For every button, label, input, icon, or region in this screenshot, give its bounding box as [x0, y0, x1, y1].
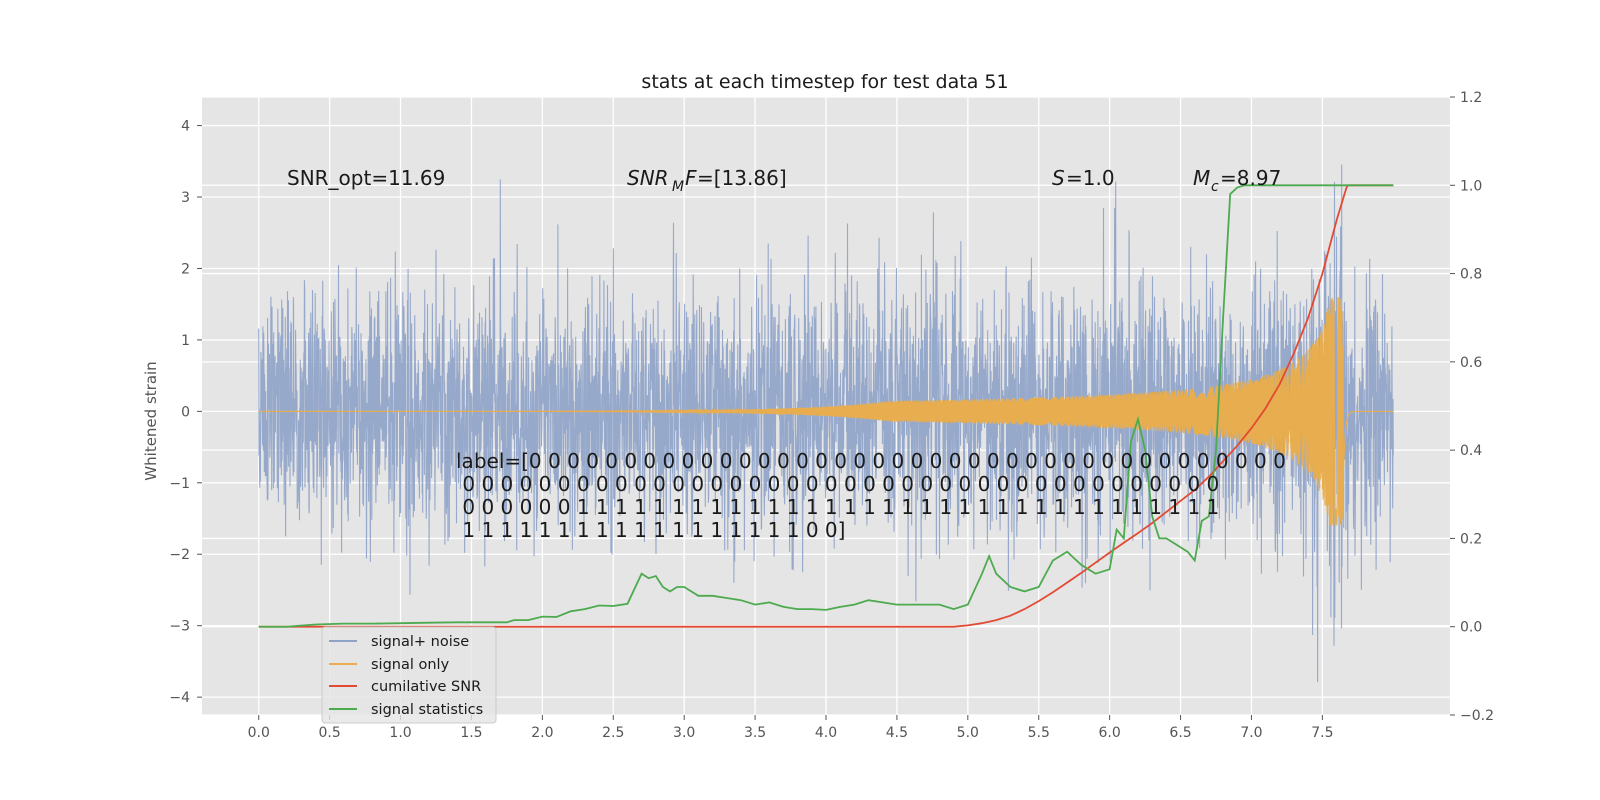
legend-entry-statistics: signal statistics — [371, 702, 483, 718]
y-tick-label-5: −1 — [169, 476, 190, 492]
x-tick-label-2: 1.0 — [389, 725, 411, 741]
annotation-label: label=[0 0 0 0 0 0 0 0 0 0 0 0 0 0 0 0 0… — [456, 449, 1286, 542]
y2-tick-label-3: 0.6 — [1460, 355, 1482, 371]
label-line-1: label=[0 0 0 0 0 0 0 0 0 0 0 0 0 0 0 0 0… — [456, 449, 1286, 473]
x-tick-label-7: 3.5 — [744, 725, 766, 741]
x-tick-label-3: 1.5 — [460, 725, 482, 741]
svg-text:S: S — [1052, 166, 1065, 190]
y2-tick-label-1: 1.0 — [1460, 178, 1482, 194]
series-line-signal-statistics — [258, 184, 1394, 628]
y2-tick-label-0: 1.2 — [1460, 90, 1482, 106]
y2-tick-label-4: 0.4 — [1460, 443, 1482, 459]
y-tick-label-1: 3 — [181, 190, 190, 206]
label-line-4: 1 1 1 1 1 1 1 1 1 1 1 1 1 1 1 1 1 1 0 0] — [456, 518, 845, 542]
x-tick-label-14: 7.0 — [1240, 725, 1262, 741]
annotation-snr-mf: SNR M F =[13.86] — [627, 166, 787, 195]
legend-entry-noise: signal+ noise — [371, 634, 469, 650]
label-line-3: 0 0 0 0 0 0 1 1 1 1 1 1 1 1 1 1 1 1 1 1 … — [456, 495, 1219, 519]
series-line-cumulative-snr — [258, 184, 1394, 628]
x-tick-label-8: 4.0 — [815, 725, 837, 741]
y2-tick-label-5: 0.2 — [1460, 531, 1482, 547]
x-tick-label-9: 4.5 — [886, 725, 908, 741]
x-tick-label-10: 5.0 — [957, 725, 979, 741]
x-tick-label-6: 3.0 — [673, 725, 695, 741]
legend: signal+ noise signal only cumilative SNR… — [321, 626, 497, 724]
annotation-snr-mf-value: =[13.86] — [697, 166, 787, 190]
annotation-mc: M c =8.97 — [1193, 166, 1281, 195]
x-tick-label-13: 6.5 — [1169, 725, 1191, 741]
svg-text:SNR: SNR — [627, 166, 669, 190]
series-signal-statistics — [258, 184, 1394, 628]
y2-tick-label-6: 0.0 — [1460, 620, 1482, 636]
x-tick-label-1: 0.5 — [319, 725, 341, 741]
x-tick-label-12: 6.0 — [1099, 725, 1121, 741]
series-signal-only — [258, 297, 1394, 526]
y-tick-label-3: 1 — [181, 333, 190, 349]
x-tick-label-4: 2.0 — [531, 725, 553, 741]
y2-tick-label-2: 0.8 — [1460, 267, 1482, 283]
y-tick-label-7: −3 — [169, 619, 190, 635]
y2-axis-ticks: 1.2 1.0 0.8 0.6 0.4 0.2 0.0 −0.2 — [1450, 90, 1494, 724]
svg-text:F: F — [685, 166, 697, 190]
y-tick-label-8: −4 — [169, 690, 190, 706]
legend-entry-cumulative: cumilative SNR — [371, 679, 481, 695]
y-tick-label-6: −2 — [169, 547, 190, 563]
legend-entry-signal: signal only — [371, 657, 450, 673]
series-cumulative-snr — [258, 184, 1394, 628]
y2-tick-label-7: −0.2 — [1460, 708, 1494, 724]
y-tick-label-0: 4 — [181, 119, 190, 135]
annotation-snr-opt: SNR_opt=11.69 — [287, 166, 445, 190]
y-axis-ticks: 4 3 2 1 0 −1 −2 −3 −4 — [169, 119, 202, 706]
y-axis-label: Whitened strain — [142, 361, 160, 480]
svg-text:M: M — [672, 179, 684, 195]
x-tick-label-11: 5.5 — [1028, 725, 1050, 741]
annotation-mc-value: =8.97 — [1220, 166, 1281, 190]
x-tick-label-15: 7.5 — [1311, 725, 1333, 741]
chart-title: stats at each timestep for test data 51 — [641, 71, 1008, 93]
x-tick-label-5: 2.5 — [602, 725, 624, 741]
annotation-s-value: =1.0 — [1066, 166, 1115, 190]
svg-text:M: M — [1193, 166, 1210, 190]
x-axis-ticks: 0.0 0.5 1.0 1.5 2.0 2.5 3.0 3.5 4.0 4.5 5.0 5.5 6.0 6… — [248, 715, 1333, 741]
annotation-s: S =1.0 — [1052, 166, 1115, 190]
legend-box — [321, 626, 497, 724]
series-line-signal-only — [258, 297, 1394, 526]
x-tick-label-0: 0.0 — [248, 725, 270, 741]
svg-text:c: c — [1211, 179, 1219, 195]
label-line-2: 0 0 0 0 0 0 0 0 0 0 0 0 0 0 0 0 0 0 0 0 … — [456, 472, 1219, 496]
y-tick-label-4: 0 — [181, 404, 190, 420]
y-tick-label-2: 2 — [181, 261, 190, 277]
